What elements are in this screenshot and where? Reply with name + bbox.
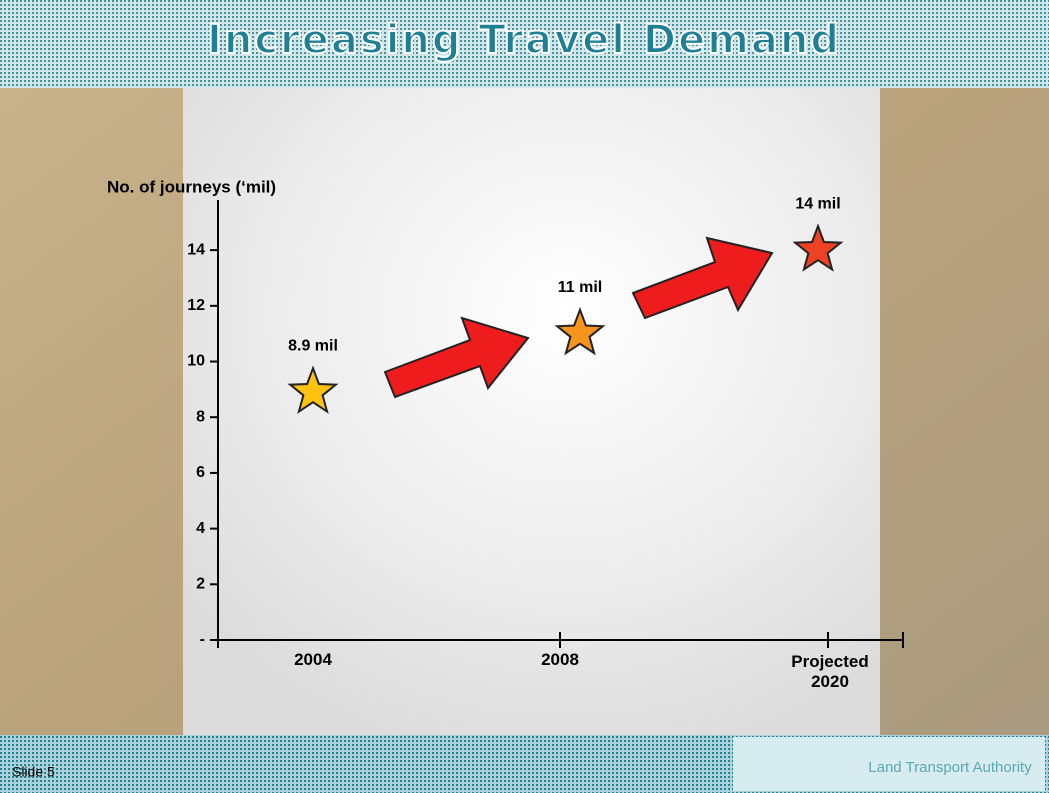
x-tick-label: 2004	[253, 650, 373, 670]
logo-text: Land Transport Authority	[868, 759, 1032, 776]
y-tick-label: 14	[187, 241, 205, 258]
chart-area	[183, 85, 880, 735]
chart: Increasing Travel Demand Slide 5 Land Tr…	[0, 0, 1049, 793]
y-tick-label: 6	[196, 464, 205, 481]
slide-title: Increasing Travel Demand	[207, 17, 841, 63]
y-tick-label: 4	[196, 520, 205, 537]
x-tick-label: 2008	[500, 650, 620, 670]
value-label: 8.9 mil	[288, 337, 338, 354]
x-tick-label: Projected 2020	[790, 652, 870, 692]
slide-number: Slide 5	[12, 764, 55, 780]
y-tick-label: 10	[187, 353, 205, 370]
y-tick-label: 12	[187, 297, 205, 314]
y-tick-label: -	[200, 631, 205, 648]
value-label: 14 mil	[795, 195, 840, 212]
value-label: 11 mil	[558, 279, 602, 296]
y-axis-label: No. of journeys (‘mil)	[107, 177, 276, 196]
y-tick-label: 8	[196, 408, 205, 425]
y-tick-label: 2	[196, 576, 205, 593]
slide: Increasing Travel Demand Slide 5 Land Tr…	[0, 0, 1049, 793]
